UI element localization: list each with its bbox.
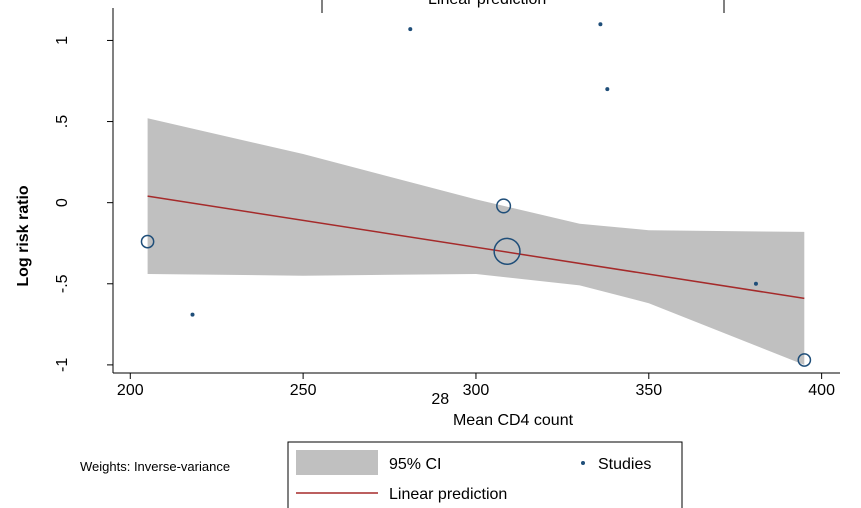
y-tick-label: 1 — [54, 36, 71, 45]
study-point — [797, 353, 812, 367]
x-tick-label: 200 — [117, 382, 144, 399]
legend-ci-swatch — [296, 450, 378, 475]
top-legend-fragment: Linear prediction — [321, 0, 725, 13]
weights-note: Weights: Inverse-variance — [80, 459, 230, 474]
x-tick-label: 400 — [808, 382, 835, 399]
study-point — [140, 234, 155, 249]
prediction-line-layer — [147, 195, 805, 300]
x-axis-title: Mean CD4 count — [453, 412, 574, 429]
study-point — [753, 281, 758, 286]
axes-layer: 200 250 300 350 400 1 .5 0 -.5 -1 — [54, 8, 840, 399]
ci-band-layer — [147, 118, 805, 365]
x-tick-label: 300 — [463, 382, 490, 399]
study-point — [408, 27, 413, 32]
legend-box: 95% CI Studies Linear prediction — [287, 441, 683, 508]
ci-band — [147, 118, 805, 365]
study-point — [598, 22, 603, 27]
study-point — [496, 198, 512, 214]
study-point — [190, 312, 195, 317]
study-point — [605, 87, 610, 92]
y-tick-label: -.5 — [54, 274, 71, 293]
top-legend-text: Linear prediction — [428, 0, 546, 8]
stray-label: 28 — [431, 391, 449, 408]
legend-ci-label: 95% CI — [389, 456, 441, 473]
x-tick-label: 250 — [290, 382, 317, 399]
legend-line-label: Linear prediction — [389, 486, 507, 503]
x-tick-label: 350 — [635, 382, 662, 399]
y-tick-label: .5 — [54, 115, 71, 128]
linear-prediction-line — [147, 195, 805, 300]
legend-studies-label: Studies — [598, 456, 651, 473]
y-axis-title: Log risk ratio — [15, 185, 32, 287]
legend-studies-marker — [581, 461, 585, 465]
study-point — [493, 237, 521, 265]
y-tick-label: 0 — [54, 198, 71, 207]
y-tick-label: -1 — [54, 358, 71, 372]
study-points-layer — [140, 22, 812, 367]
